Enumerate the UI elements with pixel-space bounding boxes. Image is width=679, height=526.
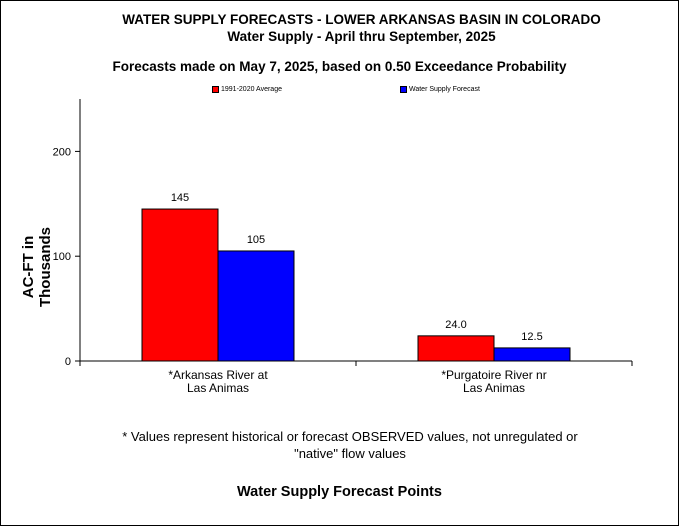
x-tick-label: *Arkansas River at: [168, 368, 268, 382]
x-axis-label: Water Supply Forecast Points: [237, 484, 442, 500]
x-tick-label: Las Animas: [463, 381, 525, 395]
legend-item-forecast: Water Supply Forecast: [399, 86, 480, 93]
chart-subtitle-2: Forecasts made on May 7, 2025, based on …: [112, 59, 567, 74]
data-label: 105: [247, 234, 265, 246]
legend-label-average: 1991-2020 Average: [221, 86, 282, 93]
footnote-line-2: "native" flow values: [294, 446, 406, 461]
x-tick-label: *Purgatoire River nr: [441, 368, 546, 382]
y-tick-label: 100: [53, 251, 71, 263]
bar: [493, 347, 571, 362]
chart-title: WATER SUPPLY FORECASTS - LOWER ARKANSAS …: [122, 12, 601, 27]
bar: [217, 250, 295, 362]
x-tick-label: Las Animas: [187, 381, 249, 395]
legend-item-average: 1991-2020 Average: [212, 86, 282, 93]
legend-swatch-average: [212, 86, 219, 93]
data-label: 24.0: [445, 319, 466, 331]
legend: 1991-2020 Average Water Supply Forecast: [212, 86, 480, 93]
footnote-line-1: * Values represent historical or forecas…: [122, 429, 578, 444]
y-tick-label: 200: [53, 146, 71, 158]
data-label: 145: [171, 192, 189, 204]
legend-swatch-forecast: [399, 86, 407, 93]
data-label: 12.5: [521, 331, 542, 343]
chart-subtitle: Water Supply - April thru September, 202…: [227, 29, 496, 44]
y-tick-label: 0: [65, 356, 71, 368]
legend-label-forecast: Water Supply Forecast: [408, 86, 480, 93]
bar: [141, 208, 219, 362]
footnote: * Values represent historical or forecas…: [100, 428, 600, 462]
bar: [417, 335, 495, 362]
